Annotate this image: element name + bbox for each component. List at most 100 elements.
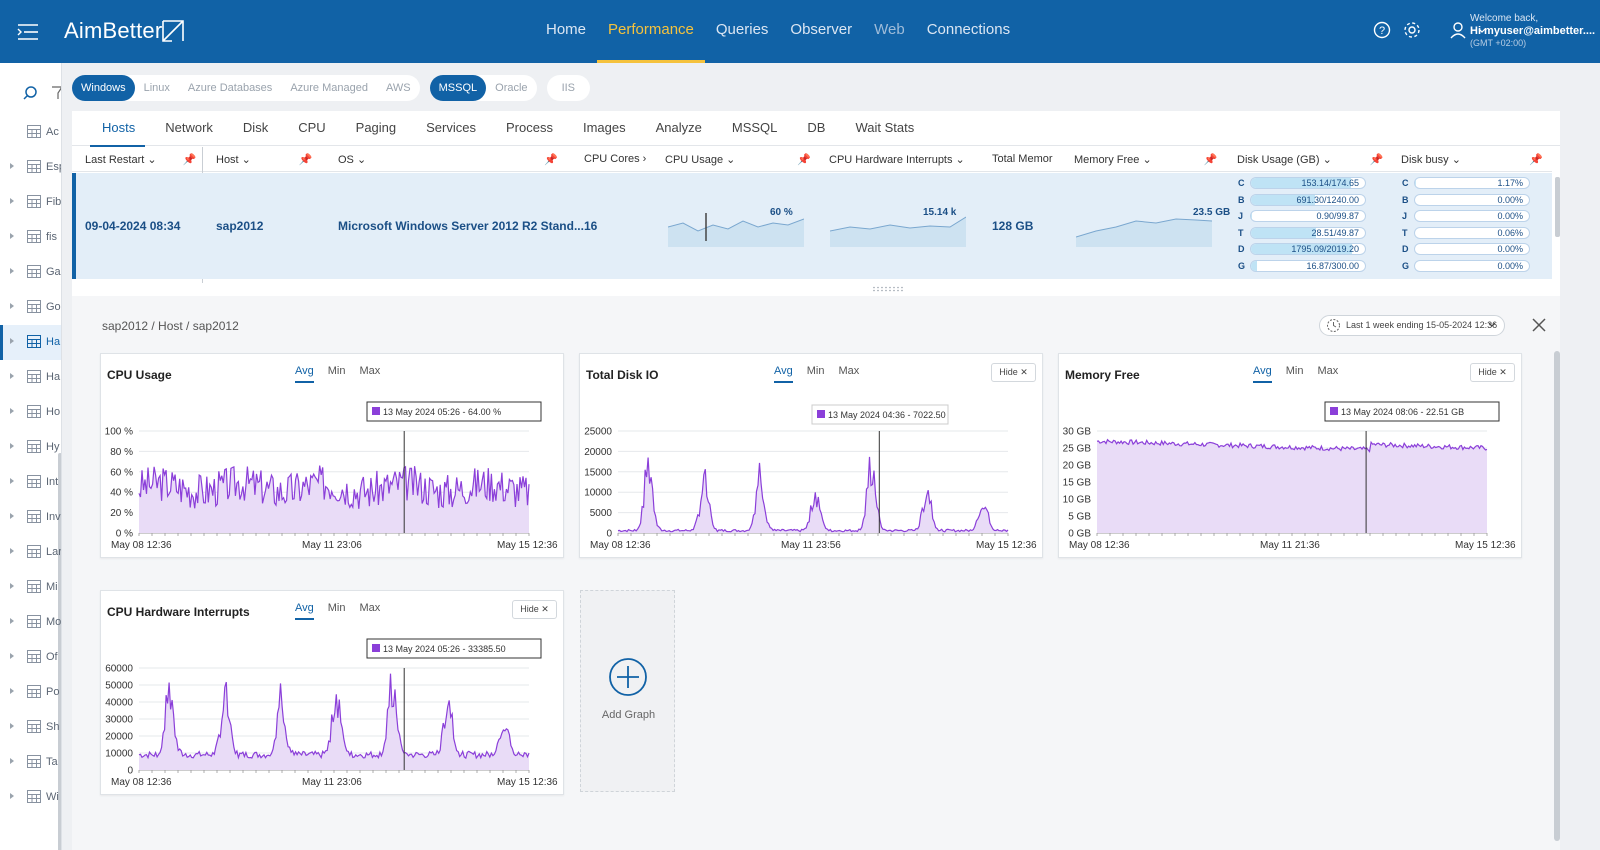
expand-caret-icon[interactable]	[10, 723, 14, 729]
agg-max[interactable]: Max	[359, 365, 381, 377]
filter-azure-databases[interactable]: Azure Databases	[187, 82, 273, 94]
help-icon[interactable]: ?	[1372, 20, 1392, 40]
tab-services[interactable]: Services	[426, 120, 476, 135]
sidebar-item[interactable]: Int	[0, 465, 61, 500]
expand-caret-icon[interactable]	[10, 618, 14, 624]
menu-toggle-icon[interactable]	[16, 21, 40, 43]
sidebar-scrollbar[interactable]	[58, 453, 61, 850]
expand-caret-icon[interactable]	[10, 758, 14, 764]
filter-aws[interactable]: AWS	[385, 82, 411, 94]
nav-home[interactable]: Home	[546, 21, 587, 38]
filter-mssql[interactable]: MSSQL	[429, 75, 487, 101]
user-icon[interactable]	[1448, 20, 1468, 40]
chart-disk[interactable]: 0 5000 10000 15000 20000 25000 May 08 12:36 May…	[580, 354, 1044, 559]
nav-observer[interactable]: Observer	[790, 21, 853, 38]
chart-mem[interactable]: 0 GB 5 GB 10 GB 15 GB 20 GB 25 GB 30 GB May 08 …	[1059, 354, 1523, 559]
col-os[interactable]: OS ⌄ 📌	[338, 154, 558, 166]
sidebar-item[interactable]: Ha	[0, 360, 61, 395]
expand-caret-icon[interactable]	[10, 793, 14, 799]
search-icon[interactable]	[22, 85, 38, 101]
series-line[interactable]	[1096, 438, 1488, 453]
tab-db[interactable]: DB	[807, 120, 826, 135]
agg-avg[interactable]: Avg	[774, 365, 793, 383]
col-total-memory[interactable]: Total Memor	[992, 153, 1053, 165]
filter-windows[interactable]: Windows	[72, 75, 135, 101]
expand-caret-icon[interactable]	[10, 338, 14, 344]
expand-caret-icon[interactable]	[10, 443, 14, 449]
add-graph-button[interactable]: Add Graph	[580, 590, 675, 792]
agg-min[interactable]: Min	[1285, 365, 1304, 377]
sidebar-item[interactable]: Po	[0, 675, 61, 710]
expand-caret-icon[interactable]	[10, 583, 14, 589]
expand-caret-icon[interactable]	[10, 373, 14, 379]
sidebar-item[interactable]: Mi	[0, 570, 61, 605]
col-disk-busy[interactable]: Disk busy ⌄ 📌	[1401, 154, 1543, 166]
sidebar-item[interactable]: Go	[0, 290, 61, 325]
sidebar-item[interactable]: Of	[0, 640, 61, 675]
sidebar-item[interactable]: Hy	[0, 430, 61, 465]
series-line[interactable]	[617, 456, 1009, 533]
sidebar-item[interactable]: Esp	[0, 150, 61, 185]
sidebar-item[interactable]: Fib	[0, 185, 61, 220]
logo[interactable]: AimBetter	[64, 18, 163, 43]
sidebar-item[interactable]: Ho	[0, 395, 61, 430]
table-row[interactable]: 09-04-2024 08:34 sap2012 Microsoft Windo…	[72, 173, 1552, 279]
agg-min[interactable]: Min	[806, 365, 825, 377]
sidebar-item[interactable]: Wi	[0, 780, 61, 815]
sidebar-item[interactable]: Sh	[0, 710, 61, 745]
series-line[interactable]	[138, 465, 530, 510]
sidebar-item[interactable]: Ta	[0, 745, 61, 780]
user-greeting[interactable]: Welcome back, Hi myuser@aimbetter.... (G…	[1470, 13, 1595, 49]
nav-web[interactable]: Web	[874, 21, 905, 38]
nav-connections[interactable]: Connections	[926, 21, 1011, 38]
table-scrollbar[interactable]	[1555, 177, 1560, 237]
tab-analyze[interactable]: Analyze	[655, 120, 702, 135]
tab-disk[interactable]: Disk	[242, 120, 269, 135]
filter-iis[interactable]: IIS	[561, 82, 576, 94]
nav-queries[interactable]: Queries	[715, 21, 769, 38]
resize-handle[interactable]	[872, 286, 906, 292]
hide-chart-button[interactable]: Hide ✕	[512, 600, 557, 619]
col-cpu-hw[interactable]: CPU Hardware Interrupts ⌄	[829, 154, 965, 166]
sidebar-item[interactable]: Ga	[0, 255, 61, 290]
hide-chart-button[interactable]: Hide ✕	[1470, 363, 1515, 382]
tab-process[interactable]: Process	[506, 120, 553, 135]
close-icon[interactable]	[1530, 316, 1548, 334]
series-line[interactable]	[138, 673, 530, 760]
sidebar-item[interactable]: Lar	[0, 535, 61, 570]
sidebar-item[interactable]: Inv	[0, 500, 61, 535]
chevron-down-icon[interactable]	[1478, 20, 1486, 40]
gear-icon[interactable]	[1402, 20, 1422, 40]
cell-host[interactable]: sap2012	[216, 219, 264, 233]
hide-chart-button[interactable]: Hide ✕	[991, 363, 1036, 382]
col-memory-free[interactable]: Memory Free ⌄ 📌	[1074, 154, 1218, 166]
col-last-restart[interactable]: Last Restart ⌄ 📌	[85, 154, 197, 166]
tab-hosts[interactable]: Hosts	[90, 111, 153, 147]
agg-avg[interactable]: Avg	[1253, 365, 1272, 383]
expand-caret-icon[interactable]	[10, 688, 14, 694]
expand-caret-icon[interactable]	[10, 198, 14, 204]
sidebar-item[interactable]: fis	[0, 220, 61, 255]
expand-caret-icon[interactable]	[10, 163, 14, 169]
chart-hw[interactable]: 0 10000 20000 30000 40000 50000 60000 May 08 12…	[101, 591, 565, 796]
filter-icon[interactable]	[52, 85, 62, 101]
expand-caret-icon[interactable]	[10, 653, 14, 659]
tab-wait-stats[interactable]: Wait Stats	[855, 120, 915, 135]
expand-caret-icon[interactable]	[10, 548, 14, 554]
agg-min[interactable]: Min	[327, 365, 346, 377]
chart-cpu[interactable]: 0 % 20 % 40 % 60 % 80 % 100 % May 08 12:36 May …	[101, 354, 565, 559]
detail-scrollbar[interactable]	[1554, 351, 1560, 841]
agg-min[interactable]: Min	[327, 602, 346, 614]
filter-azure-managed[interactable]: Azure Managed	[290, 82, 368, 94]
expand-caret-icon[interactable]	[10, 268, 14, 274]
tab-paging[interactable]: Paging	[355, 120, 397, 135]
expand-caret-icon[interactable]	[10, 513, 14, 519]
expand-caret-icon[interactable]	[10, 478, 14, 484]
col-disk-usage[interactable]: Disk Usage (GB) ⌄ 📌	[1237, 154, 1384, 166]
col-cpu-usage[interactable]: CPU Usage ⌄ 📌	[665, 154, 812, 166]
agg-avg[interactable]: Avg	[295, 365, 314, 383]
expand-caret-icon[interactable]	[10, 303, 14, 309]
expand-caret-icon[interactable]	[10, 233, 14, 239]
agg-max[interactable]: Max	[1317, 365, 1339, 377]
tab-images[interactable]: Images	[582, 120, 626, 135]
